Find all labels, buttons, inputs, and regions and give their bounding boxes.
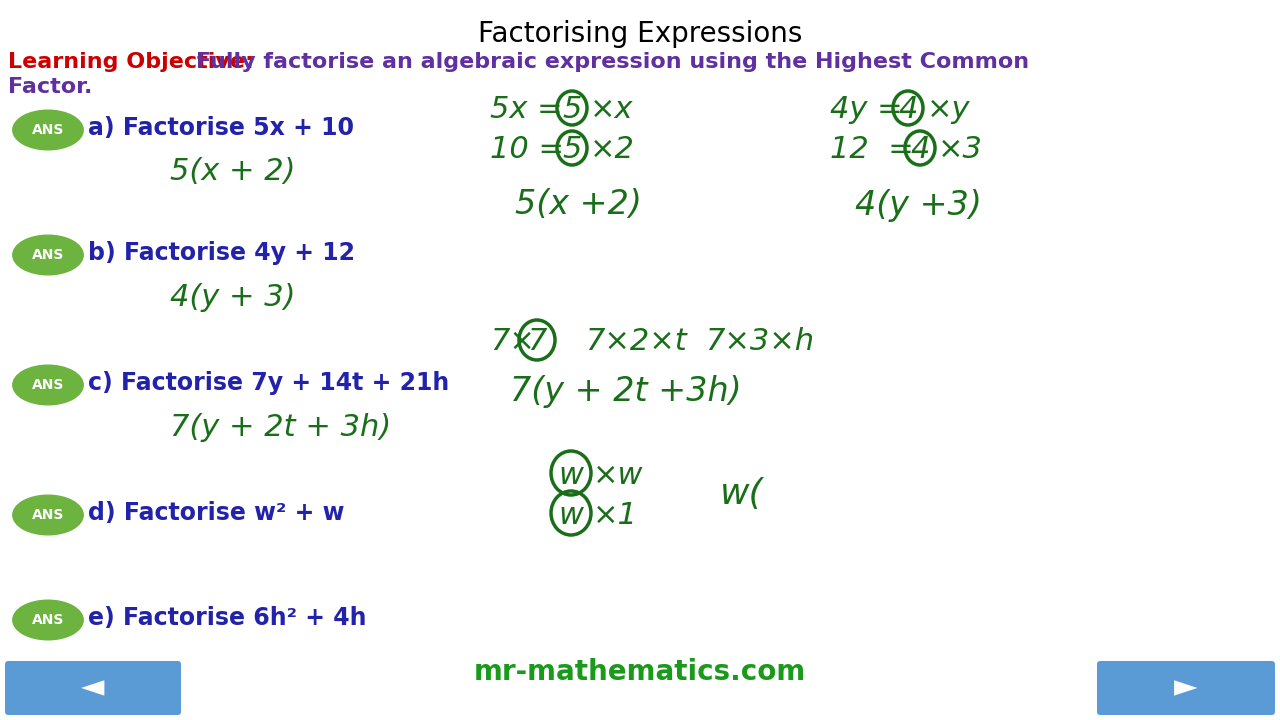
Text: ×1: ×1 [593, 500, 637, 529]
Text: 4y =: 4y = [829, 96, 902, 125]
Text: mr-mathematics.com: mr-mathematics.com [474, 658, 806, 686]
Text: ×y: ×y [927, 96, 970, 125]
FancyBboxPatch shape [1097, 661, 1275, 715]
Text: 4: 4 [910, 135, 929, 164]
Ellipse shape [13, 365, 83, 405]
Text: 7(y + 2t + 3h): 7(y + 2t + 3h) [170, 413, 392, 441]
Text: b) Factorise 4y + 12: b) Factorise 4y + 12 [88, 241, 355, 265]
Text: 7×: 7× [490, 328, 535, 356]
Text: Factorising Expressions: Factorising Expressions [477, 20, 803, 48]
FancyBboxPatch shape [5, 661, 180, 715]
Text: ×3: ×3 [938, 135, 983, 164]
Text: e) Factorise 6h² + 4h: e) Factorise 6h² + 4h [88, 606, 366, 630]
Text: Learning Objective:: Learning Objective: [8, 52, 253, 72]
Text: Fully factorise an algebraic expression using the Highest Common: Fully factorise an algebraic expression … [196, 52, 1029, 72]
Text: w: w [558, 500, 584, 529]
Text: 5x =: 5x = [490, 96, 563, 125]
Text: 7×3×h: 7×3×h [705, 328, 814, 356]
Ellipse shape [13, 495, 83, 535]
Text: 5(x +2): 5(x +2) [515, 189, 641, 222]
Text: ANS: ANS [32, 613, 64, 627]
Text: ►: ► [1174, 673, 1198, 703]
Text: 7(y + 2t +3h): 7(y + 2t +3h) [509, 376, 741, 408]
Text: 5(x + 2): 5(x + 2) [170, 158, 296, 186]
Text: ×2: ×2 [590, 135, 635, 164]
Text: 4(y + 3): 4(y + 3) [170, 282, 296, 312]
Text: w(: w( [719, 477, 764, 511]
Ellipse shape [13, 600, 83, 640]
Text: 5: 5 [562, 96, 581, 125]
Text: ANS: ANS [32, 378, 64, 392]
Text: 4(y +3): 4(y +3) [855, 189, 982, 222]
Text: 5: 5 [562, 135, 581, 164]
Text: c) Factorise 7y + 14t + 21h: c) Factorise 7y + 14t + 21h [88, 371, 449, 395]
Text: ◄: ◄ [81, 673, 105, 703]
Text: ANS: ANS [32, 248, 64, 262]
Text: a) Factorise 5x + 10: a) Factorise 5x + 10 [88, 116, 355, 140]
Text: ANS: ANS [32, 123, 64, 137]
Text: 4: 4 [899, 96, 918, 125]
Text: 7×2×t: 7×2×t [585, 328, 687, 356]
Text: Factor.: Factor. [8, 77, 92, 97]
Text: ANS: ANS [32, 508, 64, 522]
Text: ×x: ×x [590, 96, 634, 125]
Text: 10 =: 10 = [490, 135, 564, 164]
Text: w: w [558, 461, 584, 490]
Text: 12  =: 12 = [829, 135, 914, 164]
Text: 7: 7 [527, 328, 547, 356]
Text: ×w: ×w [593, 461, 644, 490]
Ellipse shape [13, 235, 83, 275]
Ellipse shape [13, 110, 83, 150]
Text: d) Factorise w² + w: d) Factorise w² + w [88, 501, 344, 525]
